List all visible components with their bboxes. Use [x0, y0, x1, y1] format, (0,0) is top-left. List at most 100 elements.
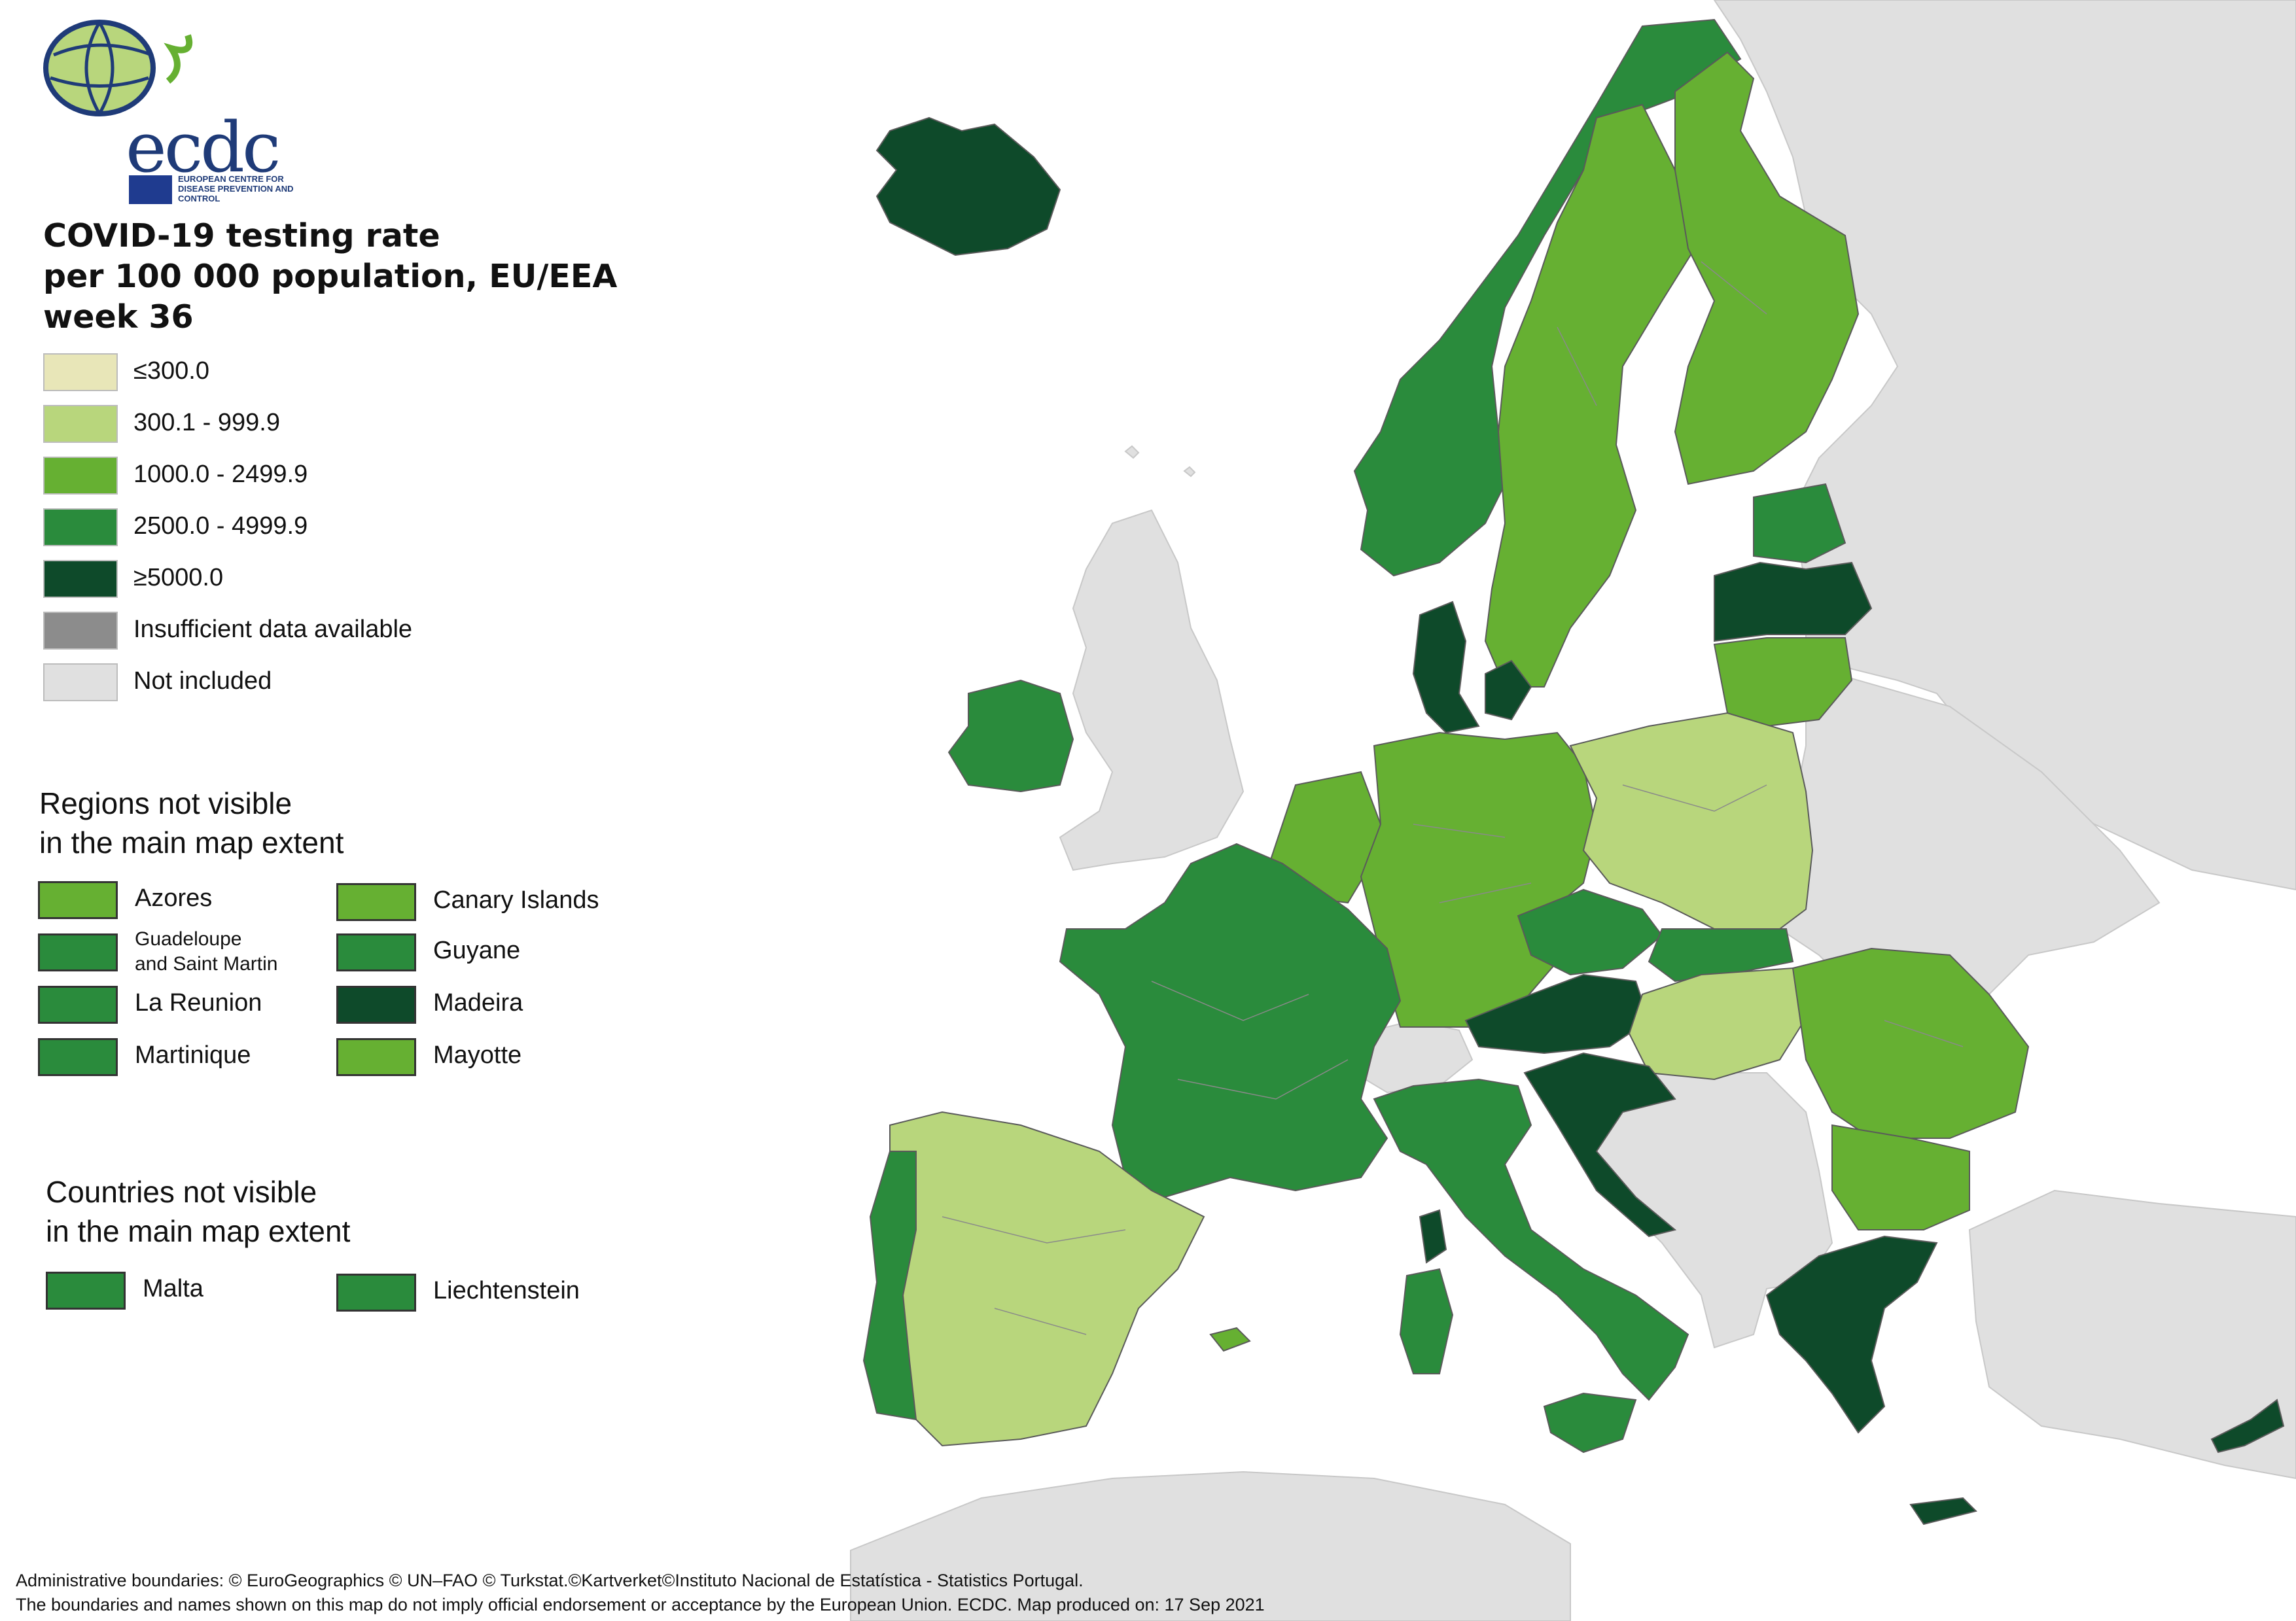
- legend-swatch: [43, 612, 118, 650]
- legend-swatch: [43, 405, 118, 443]
- legend-item: ≥5000.0: [43, 560, 501, 599]
- country-label: Liechtenstein: [433, 1277, 580, 1304]
- region-label: Mayotte: [433, 1041, 522, 1069]
- hungary: [1628, 967, 1814, 1081]
- region-swatch: [336, 986, 416, 1024]
- region-label: Guyane: [433, 937, 521, 964]
- country-item-malta: Malta: [46, 1272, 334, 1311]
- regions-title-line-2: in the main map extent: [39, 826, 344, 860]
- iceland: [875, 116, 1061, 256]
- footer-credits: Administrative boundaries: © EuroGeograp…: [16, 1569, 1265, 1617]
- bulgaria: [1831, 1124, 1970, 1230]
- title-line-1: COVID-19 testing rate: [43, 217, 440, 254]
- logo-wordmark: ecdc: [126, 107, 281, 188]
- region-swatch: [336, 1038, 416, 1076]
- legend-label: ≥5000.0: [133, 564, 224, 591]
- poland: [1569, 712, 1814, 930]
- legend-item: Insufficient data available: [43, 612, 501, 651]
- region-item-guadeloupe: Guadeloupe and Saint Martin: [38, 928, 326, 975]
- region-item-canary-islands: Canary Islands: [336, 883, 624, 922]
- country-label: Malta: [143, 1275, 203, 1302]
- finland: [1674, 51, 1860, 485]
- north-africa: [850, 1471, 1571, 1621]
- slovenia-croatia: [1523, 1052, 1677, 1238]
- romania: [1792, 947, 2030, 1139]
- region-label: Madeira: [433, 989, 523, 1017]
- region-label: Canary Islands: [433, 886, 599, 914]
- legend-item: Not included: [43, 663, 501, 703]
- legend-label: Not included: [133, 667, 272, 695]
- footer-line-2: The boundaries and names shown on this m…: [16, 1595, 1265, 1614]
- corsica: [1419, 1209, 1447, 1264]
- logo-subtitle: EUROPEAN CENTRE FOR DISEASE PREVENTION A…: [178, 174, 294, 203]
- legend-swatch: [43, 508, 118, 546]
- uk: [1059, 509, 1245, 871]
- globe-icon: [43, 20, 193, 116]
- region-swatch: [38, 881, 118, 919]
- legend-item: 300.1 - 999.9: [43, 405, 501, 444]
- countries-section-title: Countries not visible in the main map ex…: [46, 1172, 350, 1251]
- legend-swatch: [43, 663, 118, 701]
- country-swatch: [336, 1274, 416, 1312]
- regions-section-title: Regions not visible in the main map exte…: [39, 784, 344, 862]
- footer-line-1: Administrative boundaries: © EuroGeograp…: [16, 1571, 1084, 1590]
- ireland: [947, 679, 1074, 793]
- legend-item: 1000.0 - 2499.9: [43, 457, 501, 496]
- legend-swatch: [43, 457, 118, 495]
- benelux: [1268, 771, 1382, 904]
- france: [1059, 843, 1402, 1198]
- region-item-madeira: Madeira: [336, 986, 624, 1025]
- sardinia: [1399, 1268, 1454, 1374]
- region-swatch: [38, 933, 118, 971]
- region-label-line-1: Guadeloupe: [135, 928, 242, 950]
- legend-item: ≤300.0: [43, 353, 501, 392]
- region-swatch: [38, 986, 118, 1024]
- region-item-la-reunion: La Reunion: [38, 986, 326, 1025]
- title-line-3: week 36: [43, 298, 194, 336]
- region-swatch: [38, 1038, 118, 1076]
- legend-label: 1000.0 - 2499.9: [133, 461, 308, 488]
- countries-title-line-1: Countries not visible: [46, 1175, 317, 1209]
- turkey: [1968, 1189, 2296, 1480]
- eu-flag-icon: [129, 175, 172, 204]
- slovakia: [1648, 928, 1794, 983]
- legend-swatch: [43, 560, 118, 598]
- boundary-line: [942, 261, 1964, 1335]
- region-label: La Reunion: [135, 989, 262, 1017]
- region-item-mayotte: Mayotte: [336, 1038, 624, 1077]
- czechia: [1517, 888, 1663, 976]
- countries-title-line-2: in the main map extent: [46, 1214, 351, 1248]
- map-title: COVID-19 testing rate per 100 000 popula…: [43, 216, 617, 338]
- faroes-islets: [1124, 445, 1196, 478]
- country-item-liechtenstein: Liechtenstein: [336, 1274, 624, 1313]
- non-eu-land: [850, 0, 2296, 1621]
- ecdc-logo: ecdc EUROPEAN CENTRE FOR DISEASE PREVENT…: [41, 9, 294, 205]
- region-item-azores: Azores: [38, 881, 326, 920]
- region-item-guyane: Guyane: [336, 933, 624, 973]
- estonia: [1753, 483, 1846, 564]
- legend-label: Insufficient data available: [133, 616, 413, 643]
- region-label: Martinique: [135, 1041, 251, 1069]
- latvia: [1714, 561, 1873, 642]
- eu-countries: [862, 18, 2285, 1525]
- region-label: Azores: [135, 884, 213, 912]
- region-label: Guadeloupe and Saint Martin: [135, 927, 277, 977]
- sweden: [1484, 103, 1696, 688]
- legend-label: ≤300.0: [133, 357, 209, 385]
- denmark: [1412, 601, 1532, 734]
- sicily: [1543, 1392, 1637, 1454]
- italy: [1373, 1078, 1689, 1401]
- region-swatch: [336, 933, 416, 971]
- title-line-2: per 100 000 population, EU/EEA: [43, 258, 618, 295]
- region-swatch: [336, 883, 416, 921]
- balearic: [1209, 1327, 1251, 1352]
- cyprus: [2210, 1399, 2285, 1454]
- country-swatch: [46, 1272, 126, 1310]
- legend-item: 2500.0 - 4999.9: [43, 508, 501, 548]
- legend-label: 300.1 - 999.9: [133, 409, 280, 436]
- region-item-martinique: Martinique: [38, 1038, 326, 1077]
- region-boundaries: [942, 261, 1964, 1335]
- greece: [1765, 1235, 1977, 1525]
- legend-label: 2500.0 - 4999.9: [133, 512, 308, 540]
